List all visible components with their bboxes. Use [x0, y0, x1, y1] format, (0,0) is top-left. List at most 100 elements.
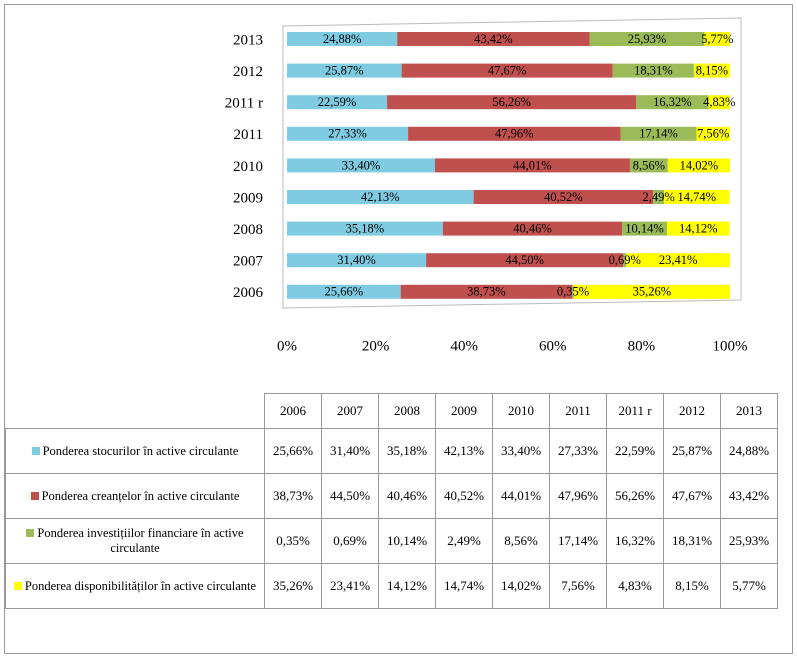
table-cell: 40,52% — [435, 473, 493, 519]
table-header-cell: 2007 — [321, 393, 379, 429]
table-row: Ponderea disponibilităților în active ci… — [5, 563, 778, 609]
table-header-cell: 2010 — [492, 393, 550, 429]
data-label: 2,49% — [643, 190, 675, 204]
table-cell: 42,13% — [435, 428, 493, 474]
y-tick-label: 2008 — [233, 222, 263, 238]
data-label: 25,93% — [628, 32, 667, 46]
x-tick-label: 20% — [362, 338, 390, 354]
data-label: 23,41% — [659, 253, 698, 267]
bar-segment — [287, 32, 398, 46]
data-label: 43,42% — [474, 32, 513, 46]
table-cell: 35,26% — [264, 563, 322, 609]
bar-segment — [401, 63, 613, 78]
legend-cell: Ponderea disponibilităților în active ci… — [5, 563, 265, 609]
bar-segment — [287, 95, 388, 110]
bar-segment — [667, 158, 730, 173]
table-row: Ponderea creanțelor în active circulante… — [5, 473, 778, 519]
legend-swatch — [31, 446, 40, 455]
table-cell: 7,56% — [549, 563, 607, 609]
legend-swatch — [30, 491, 39, 500]
data-label: 47,96% — [495, 127, 534, 141]
y-tick-label: 2006 — [233, 285, 264, 301]
table-cell: 43,42% — [720, 473, 778, 519]
bar-segment — [572, 284, 574, 299]
table-cell: 18,31% — [663, 518, 721, 564]
bar-segment — [622, 221, 668, 236]
data-label: 40,52% — [544, 190, 583, 204]
data-table: 2006 2007 2008 2009 2010 2011 2011 r 2012 2013 Po… — [5, 393, 778, 609]
table-cell: 31,40% — [321, 428, 379, 474]
data-label: 18,31% — [634, 63, 673, 77]
bar-segment — [287, 253, 427, 268]
data-label: 7,56% — [697, 127, 729, 141]
data-label: 0,69% — [609, 253, 641, 267]
data-label: 0,35% — [557, 285, 589, 299]
y-tick-label: 2010 — [233, 159, 263, 175]
data-label: 4,83% — [703, 95, 735, 109]
bar-segment — [387, 95, 637, 110]
bar-segment — [397, 32, 590, 46]
legend-label: Ponderea disponibilităților în active ci… — [24, 578, 257, 593]
table-cell: 8,56% — [492, 518, 550, 564]
table-cell: 38,73% — [264, 473, 322, 519]
bar-segment — [589, 32, 705, 46]
data-label: 27,33% — [328, 127, 367, 141]
data-label: 44,01% — [513, 158, 552, 172]
table-row: Ponderea stocurilor în active circulante… — [5, 428, 778, 474]
table-cell: 14,02% — [492, 563, 550, 609]
bar-segment — [629, 158, 668, 173]
table-cell: 14,12% — [378, 563, 436, 609]
table-cell: 25,66% — [264, 428, 322, 474]
table-cell: 35,18% — [378, 428, 436, 474]
table-cell: 17,14% — [549, 518, 607, 564]
y-tick-label: 2009 — [233, 190, 263, 206]
bar-segment — [400, 284, 573, 299]
data-label: 17,14% — [639, 127, 678, 141]
table-header-cell: 2011 — [549, 393, 607, 429]
table-cell: 2,49% — [435, 518, 493, 564]
legend-swatch — [26, 529, 35, 537]
bar-segment — [287, 284, 401, 299]
bar-segment — [287, 63, 402, 78]
bar-segment — [704, 32, 730, 46]
bar-segment — [287, 126, 409, 141]
bar-segment — [473, 190, 654, 204]
table-cell: 44,01% — [492, 473, 550, 519]
data-label: 16,32% — [653, 95, 692, 109]
y-tick-label: 2007 — [233, 254, 264, 270]
legend-cell: Ponderea investițiilor financiare în act… — [5, 518, 265, 564]
table-cell: 8,15% — [663, 563, 721, 609]
y-tick-label: 2011 — [234, 127, 263, 143]
y-tick-label: 2011 r — [225, 96, 263, 112]
bar-segment — [434, 158, 630, 173]
data-label: 33,40% — [342, 158, 381, 172]
table-cell: 56,26% — [606, 473, 664, 519]
table-header-row: 2006 2007 2008 2009 2010 2011 2011 r 2012 2013 — [6, 393, 778, 429]
bar-segment — [693, 63, 730, 78]
table-cell: 23,41% — [321, 563, 379, 609]
table-cell: 40,46% — [378, 473, 436, 519]
table-header-cell: 2006 — [264, 393, 322, 429]
frame — [4, 4, 793, 654]
x-tick-label: 40% — [450, 338, 478, 354]
table-cell: 14,74% — [435, 563, 493, 609]
bar-segment — [696, 126, 730, 141]
bar-segment — [426, 253, 624, 268]
table-cell: 27,33% — [549, 428, 607, 474]
legend-label: Ponderea stocurilor în active circulante — [42, 443, 239, 458]
table-cell: 33,40% — [492, 428, 550, 474]
x-tick-label: 0% — [277, 338, 297, 354]
data-label: 8,56% — [633, 158, 665, 172]
table-cell: 0,35% — [264, 518, 322, 564]
bar-segment — [442, 221, 623, 236]
bar-segment — [636, 95, 709, 110]
bar-segment — [287, 158, 435, 173]
x-tick-label: 100% — [713, 338, 748, 354]
bar-segment — [573, 284, 730, 299]
bar-segment — [667, 221, 730, 236]
legend-label: Ponderea investițiilor financiare în act… — [37, 526, 244, 555]
data-label: 25,87% — [325, 63, 364, 77]
data-label: 44,50% — [505, 253, 544, 267]
